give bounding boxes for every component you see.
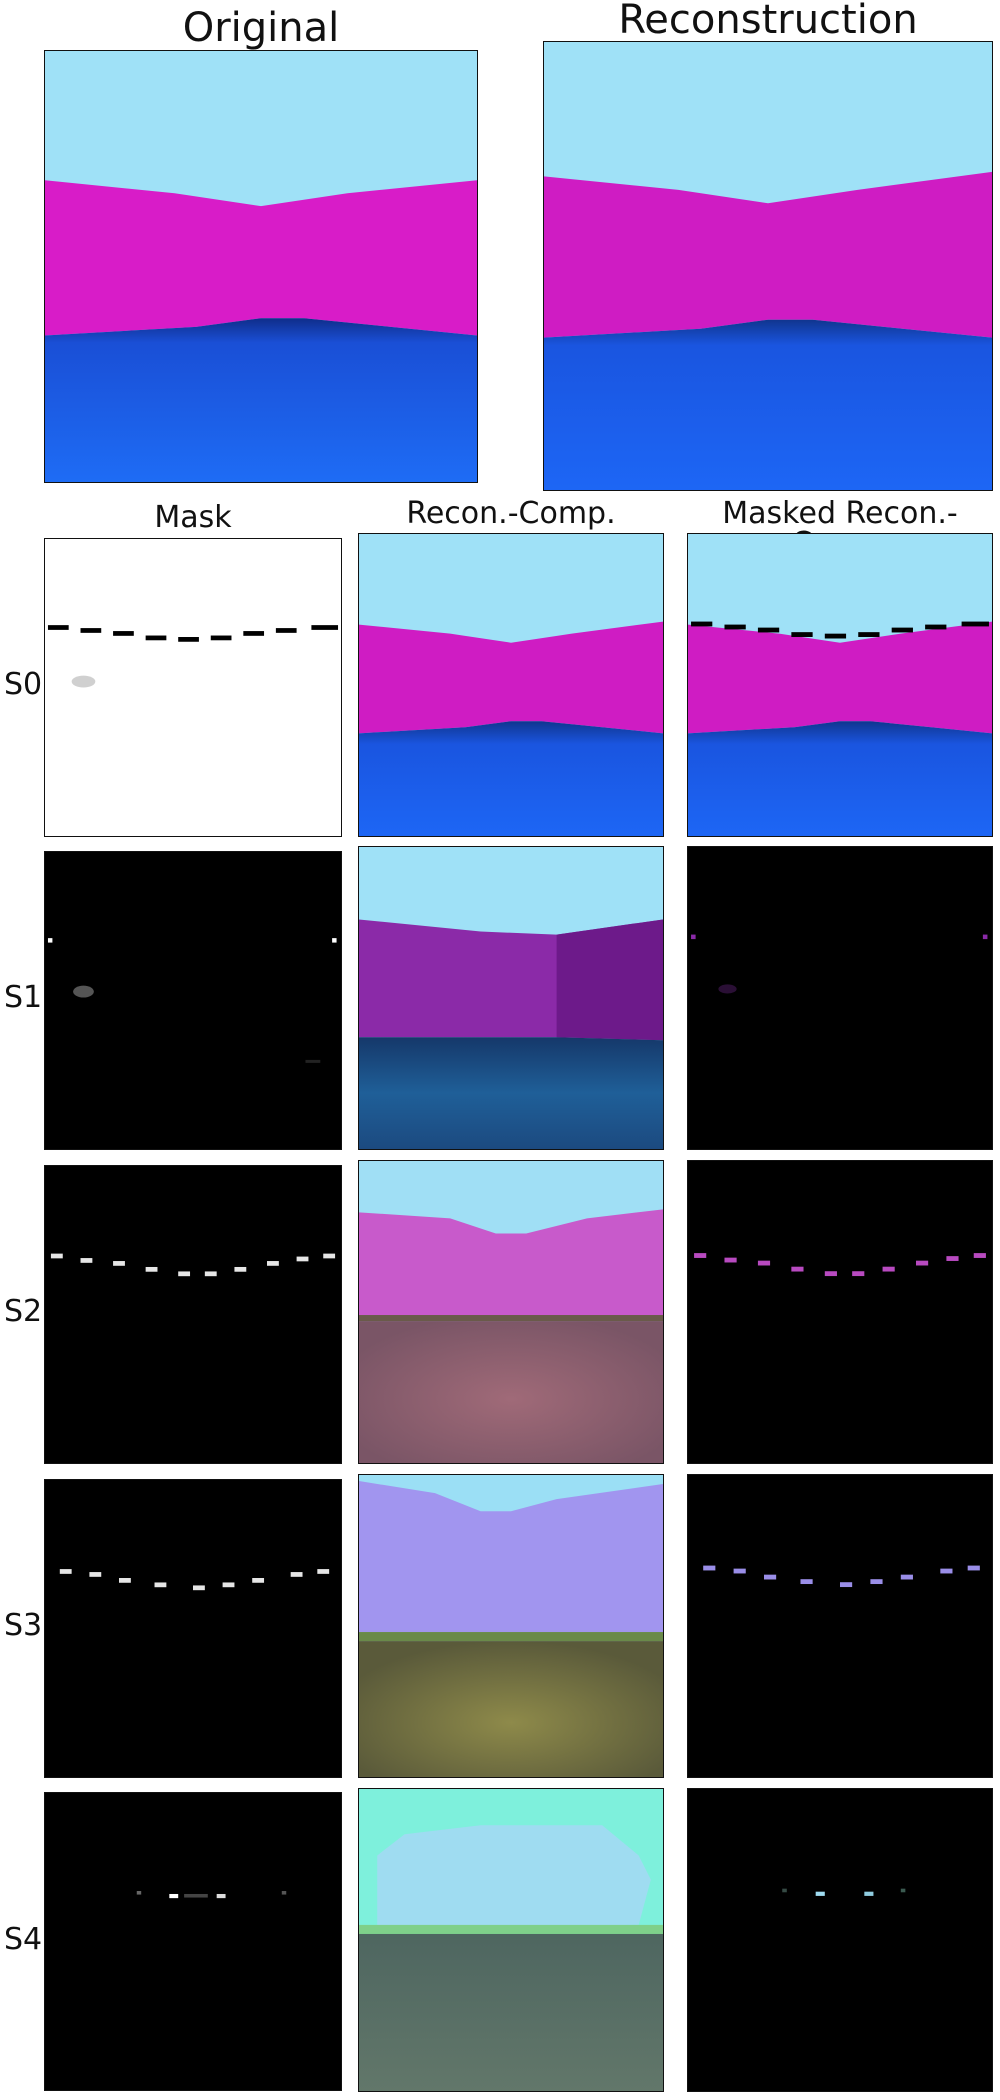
- original-title: Original: [182, 5, 340, 51]
- s2-recon-comp: [358, 1160, 664, 1464]
- row-label-s2: S2: [4, 1294, 43, 1329]
- s0-masked-recon-comp: [687, 533, 993, 837]
- mask-column-title: Mask: [154, 500, 232, 535]
- row-label-s3: S3: [4, 1608, 43, 1643]
- s4-masked-recon-comp: [687, 1788, 993, 2092]
- row-label-s0: S0: [4, 667, 43, 702]
- row-label-s1: S1: [4, 980, 43, 1015]
- original-image: [44, 50, 478, 483]
- s4-recon-comp: [358, 1788, 664, 2092]
- s3-mask: [44, 1479, 342, 1778]
- s1-recon-comp: [358, 846, 664, 1150]
- s3-recon-comp: [358, 1474, 664, 1778]
- s1-mask: [44, 851, 342, 1150]
- reconstruction-title: Reconstruction: [618, 0, 918, 43]
- reconstruction-image: [543, 41, 993, 491]
- s0-mask: [44, 538, 342, 837]
- s2-mask: [44, 1165, 342, 1464]
- s0-recon-comp: [358, 533, 664, 837]
- s1-masked-recon-comp: [687, 846, 993, 1150]
- recon-comp-column-title: Recon.-Comp.: [406, 496, 616, 531]
- s2-masked-recon-comp: [687, 1160, 993, 1464]
- s3-masked-recon-comp: [687, 1474, 993, 1778]
- s4-mask: [44, 1792, 342, 2091]
- row-label-s4: S4: [4, 1922, 43, 1957]
